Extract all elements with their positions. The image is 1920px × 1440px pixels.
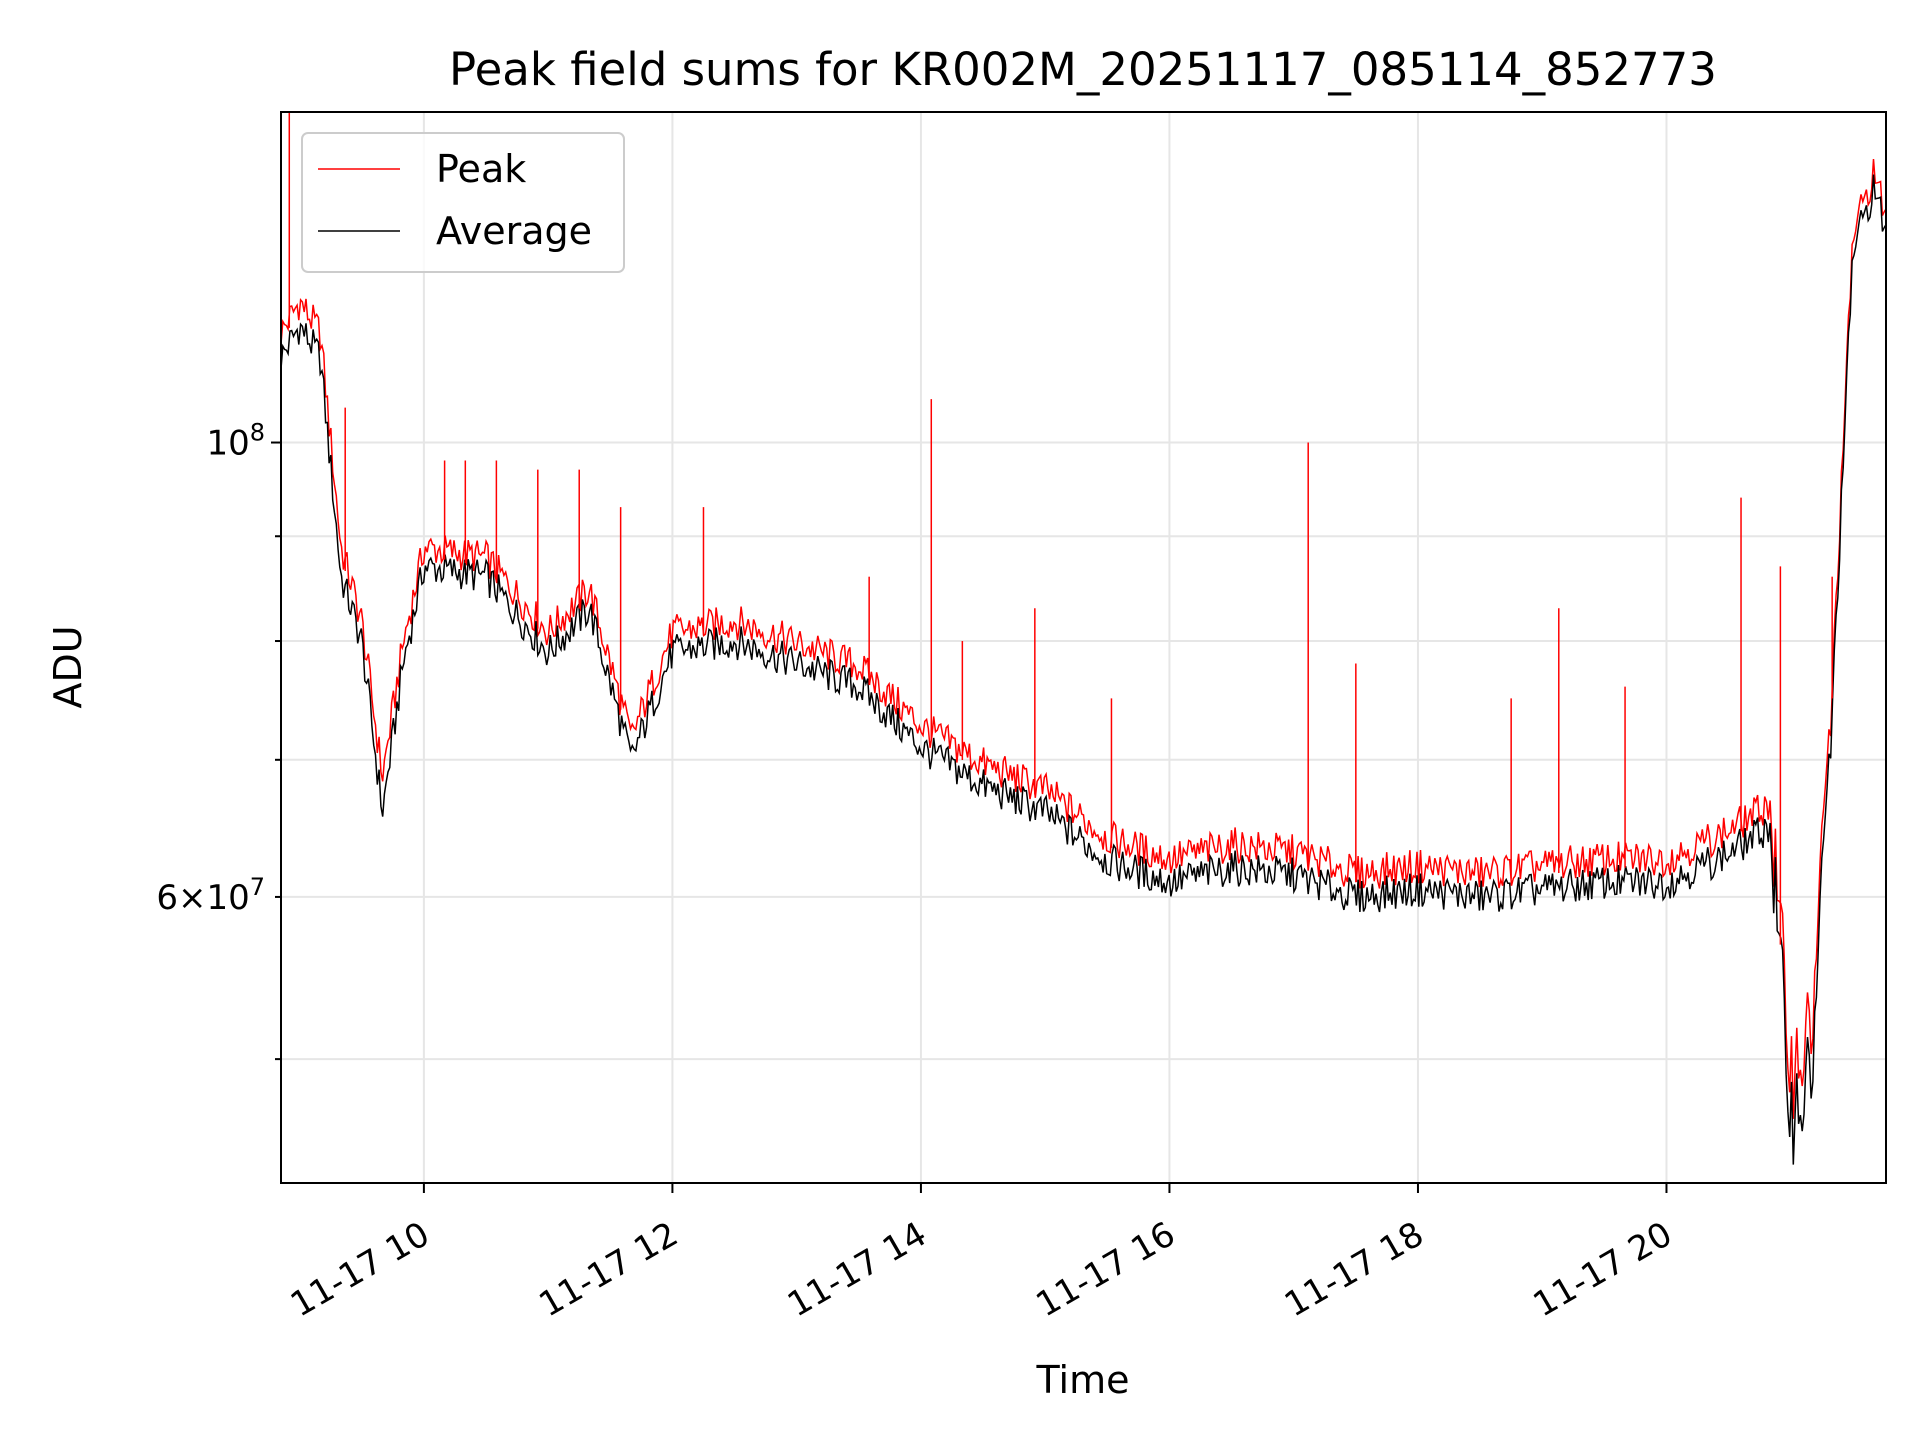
- chart-title: Peak field sums for KR002M_20251117_0851…: [449, 43, 1717, 96]
- legend-box: [301, 132, 625, 273]
- y-tick-label: 6×107: [156, 873, 265, 918]
- series-line-peak: [280, 158, 1887, 1119]
- y-axis: 108 6×107: [156, 419, 281, 1061]
- grid: [281, 112, 1886, 1183]
- plot-lines: [280, 112, 1887, 1165]
- y-axis-label: ADU: [46, 625, 90, 708]
- legend: Peak Average: [301, 132, 625, 273]
- legend-label-average: Average: [436, 209, 592, 253]
- legend-label-peak: Peak: [436, 147, 526, 191]
- x-axis-label: Time: [1036, 1358, 1130, 1402]
- y-tick-label: 108: [206, 419, 265, 464]
- plot-frame: [280, 111, 1887, 1184]
- series-line-average: [280, 174, 1887, 1165]
